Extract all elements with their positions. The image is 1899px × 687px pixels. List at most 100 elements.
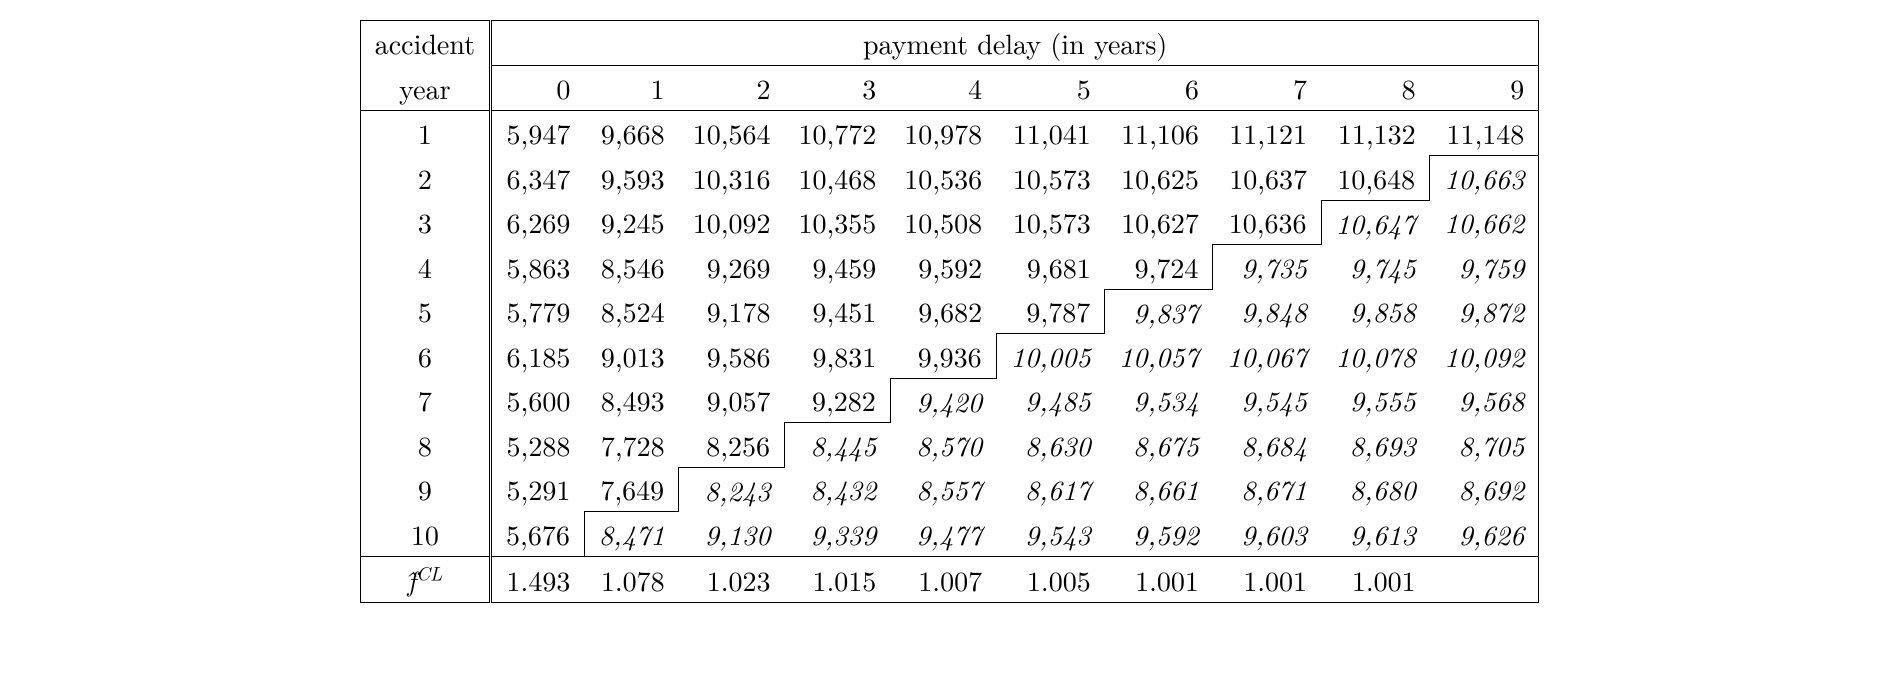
cell-y2-d7: 10,637	[1213, 156, 1321, 201]
cell-y8-d9: 8,705	[1430, 423, 1539, 468]
footer-f-3: 1.015	[784, 557, 890, 603]
cell-y2-d4: 10,536	[890, 156, 996, 201]
cell-y7-d9: 9,568	[1430, 378, 1539, 423]
cell-y7-d8: 9,555	[1321, 378, 1430, 423]
cell-y1-d0: 5,947	[491, 111, 585, 156]
footer-f-2: 1.023	[679, 557, 785, 603]
header-delay-6: 6	[1105, 66, 1213, 111]
cell-y2-d1: 9,593	[584, 156, 678, 201]
cell-y3-d4: 10,508	[890, 200, 996, 245]
cell-y10-d5: 9,543	[996, 512, 1105, 557]
cell-y2-d0: 6,347	[491, 156, 585, 201]
cell-y6-d7: 10,067	[1213, 334, 1321, 379]
accident-year-9: 9	[360, 467, 490, 512]
accident-year-3: 3	[360, 200, 490, 245]
cell-y10-d9: 9,626	[1430, 512, 1539, 557]
cell-y5-d3: 9,451	[784, 289, 890, 334]
cell-y4-d7: 9,735	[1213, 245, 1321, 290]
cell-y9-d2: 8,243	[679, 467, 785, 512]
cell-y3-d0: 6,269	[491, 200, 585, 245]
accident-year-4: 4	[360, 245, 490, 290]
accident-year-10: 10	[360, 512, 490, 557]
cell-y6-d3: 9,831	[784, 334, 890, 379]
cell-y5-d2: 9,178	[679, 289, 785, 334]
cell-y6-d9: 10,092	[1430, 334, 1539, 379]
cell-y10-d7: 9,603	[1213, 512, 1321, 557]
header-delay-5: 5	[996, 66, 1105, 111]
cell-y8-d3: 8,445	[784, 423, 890, 468]
cell-y9-d1: 7,649	[584, 467, 678, 512]
cell-y9-d0: 5,291	[491, 467, 585, 512]
cell-y1-d5: 11,041	[996, 111, 1105, 156]
cell-y3-d8: 10,647	[1321, 200, 1430, 245]
header-delay-3: 3	[784, 66, 890, 111]
cell-y9-d8: 8,680	[1321, 467, 1430, 512]
cell-y4-d2: 9,269	[679, 245, 785, 290]
cell-y3-d2: 10,092	[679, 200, 785, 245]
cell-y1-d2: 10,564	[679, 111, 785, 156]
cell-y7-d3: 9,282	[784, 378, 890, 423]
accident-year-6: 6	[360, 334, 490, 379]
footer-f-6: 1.001	[1105, 557, 1213, 603]
cell-y4-d6: 9,724	[1105, 245, 1213, 290]
cell-y3-d6: 10,627	[1105, 200, 1213, 245]
cell-y9-d5: 8,617	[996, 467, 1105, 512]
cell-y1-d9: 11,148	[1430, 111, 1539, 156]
cell-y8-d0: 5,288	[491, 423, 585, 468]
cell-y3-d1: 9,245	[584, 200, 678, 245]
footer-f-5: 1.005	[996, 557, 1105, 603]
cell-y10-d6: 9,592	[1105, 512, 1213, 557]
cell-y2-d9: 10,663	[1430, 156, 1539, 201]
footer-f-7: 1.001	[1213, 557, 1321, 603]
cell-y6-d4: 9,936	[890, 334, 996, 379]
cell-y5-d7: 9,848	[1213, 289, 1321, 334]
header-delay-1: 1	[584, 66, 678, 111]
footer-label: f̂CL	[360, 557, 490, 603]
cell-y3-d3: 10,355	[784, 200, 890, 245]
accident-year-2: 2	[360, 156, 490, 201]
cell-y5-d4: 9,682	[890, 289, 996, 334]
footer-f-0: 1.493	[491, 557, 585, 603]
cell-y1-d7: 11,121	[1213, 111, 1321, 156]
cell-y6-d0: 6,185	[491, 334, 585, 379]
cell-y5-d5: 9,787	[996, 289, 1105, 334]
cell-y9-d3: 8,432	[784, 467, 890, 512]
header-accident-line2: year	[360, 66, 490, 111]
cell-y3-d7: 10,636	[1213, 200, 1321, 245]
cell-y6-d8: 10,078	[1321, 334, 1430, 379]
cell-y10-d3: 9,339	[784, 512, 890, 557]
cell-y10-d1: 8,471	[584, 512, 678, 557]
cell-y4-d3: 9,459	[784, 245, 890, 290]
cell-y8-d4: 8,570	[890, 423, 996, 468]
cell-y6-d6: 10,057	[1105, 334, 1213, 379]
cell-y10-d2: 9,130	[679, 512, 785, 557]
accident-year-5: 5	[360, 289, 490, 334]
accident-year-1: 1	[360, 111, 490, 156]
cell-y9-d6: 8,661	[1105, 467, 1213, 512]
header-delay-9: 9	[1430, 66, 1539, 111]
cell-y4-d1: 8,546	[584, 245, 678, 290]
cell-y10-d0: 5,676	[491, 512, 585, 557]
cell-y5-d1: 8,524	[584, 289, 678, 334]
accident-year-8: 8	[360, 423, 490, 468]
cell-y2-d2: 10,316	[679, 156, 785, 201]
accident-year-7: 7	[360, 378, 490, 423]
cell-y10-d4: 9,477	[890, 512, 996, 557]
cell-y7-d1: 8,493	[584, 378, 678, 423]
cell-y8-d5: 8,630	[996, 423, 1105, 468]
cell-y7-d7: 9,545	[1213, 378, 1321, 423]
header-delay-0: 0	[491, 66, 585, 111]
cell-y1-d8: 11,132	[1321, 111, 1430, 156]
cell-y2-d6: 10,625	[1105, 156, 1213, 201]
cell-y10-d8: 9,613	[1321, 512, 1430, 557]
cell-y4-d0: 5,863	[491, 245, 585, 290]
header-delay-7: 7	[1213, 66, 1321, 111]
cell-y1-d6: 11,106	[1105, 111, 1213, 156]
header-accident-line1: accident	[360, 21, 490, 66]
cell-y2-d5: 10,573	[996, 156, 1105, 201]
cell-y5-d6: 9,837	[1105, 289, 1213, 334]
cell-y6-d2: 9,586	[679, 334, 785, 379]
cell-y8-d2: 8,256	[679, 423, 785, 468]
cell-y5-d0: 5,779	[491, 289, 585, 334]
cell-y6-d1: 9,013	[584, 334, 678, 379]
